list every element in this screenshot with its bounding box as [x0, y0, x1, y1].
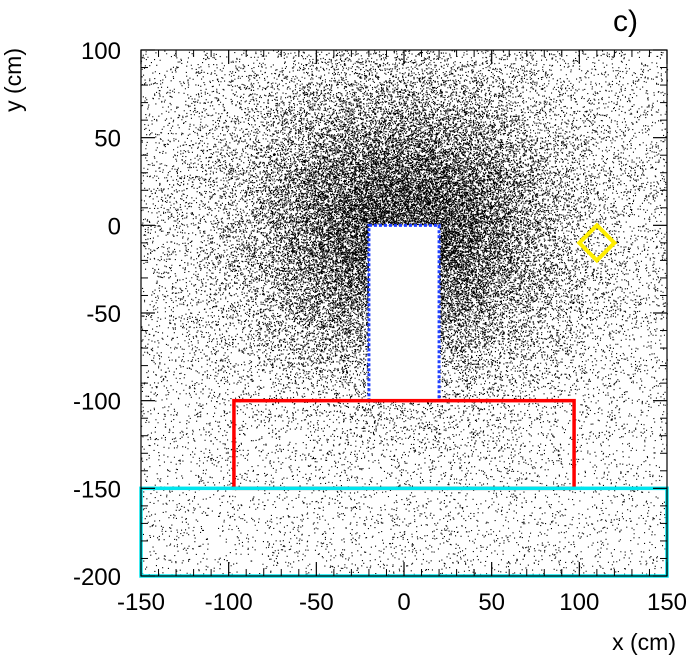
x-tick-label: 150	[647, 589, 687, 616]
x-tick-label: -150	[117, 589, 165, 616]
x-axis-title: x (cm)	[612, 629, 676, 655]
x-tick-label: -50	[299, 589, 334, 616]
y-tick-label: -50	[86, 301, 121, 328]
tick-labels: -150 -100 -50 0 50 100 150-200-150-100-5005010…	[73, 38, 687, 616]
y-tick-label: -100	[73, 389, 121, 416]
y-tick-label: -150	[73, 476, 121, 503]
y-tick-label: 100	[81, 38, 121, 65]
region-rect-1	[367, 223, 441, 403]
axis-ticks	[140, 49, 668, 577]
x-tick-label: 0	[397, 589, 410, 616]
panel-label: c)	[613, 5, 638, 38]
y-tick-label: 50	[94, 126, 121, 153]
y-axis-title: y (cm)	[0, 48, 26, 112]
region-outlines	[139, 222, 669, 578]
region-diamond-4	[576, 222, 618, 264]
x-tick-label: 50	[478, 589, 505, 616]
y-tick-label: 0	[108, 213, 121, 240]
x-tick-label: -100	[205, 589, 253, 616]
x-tick-label: 100	[559, 589, 599, 616]
y-tick-label: -200	[73, 564, 121, 591]
